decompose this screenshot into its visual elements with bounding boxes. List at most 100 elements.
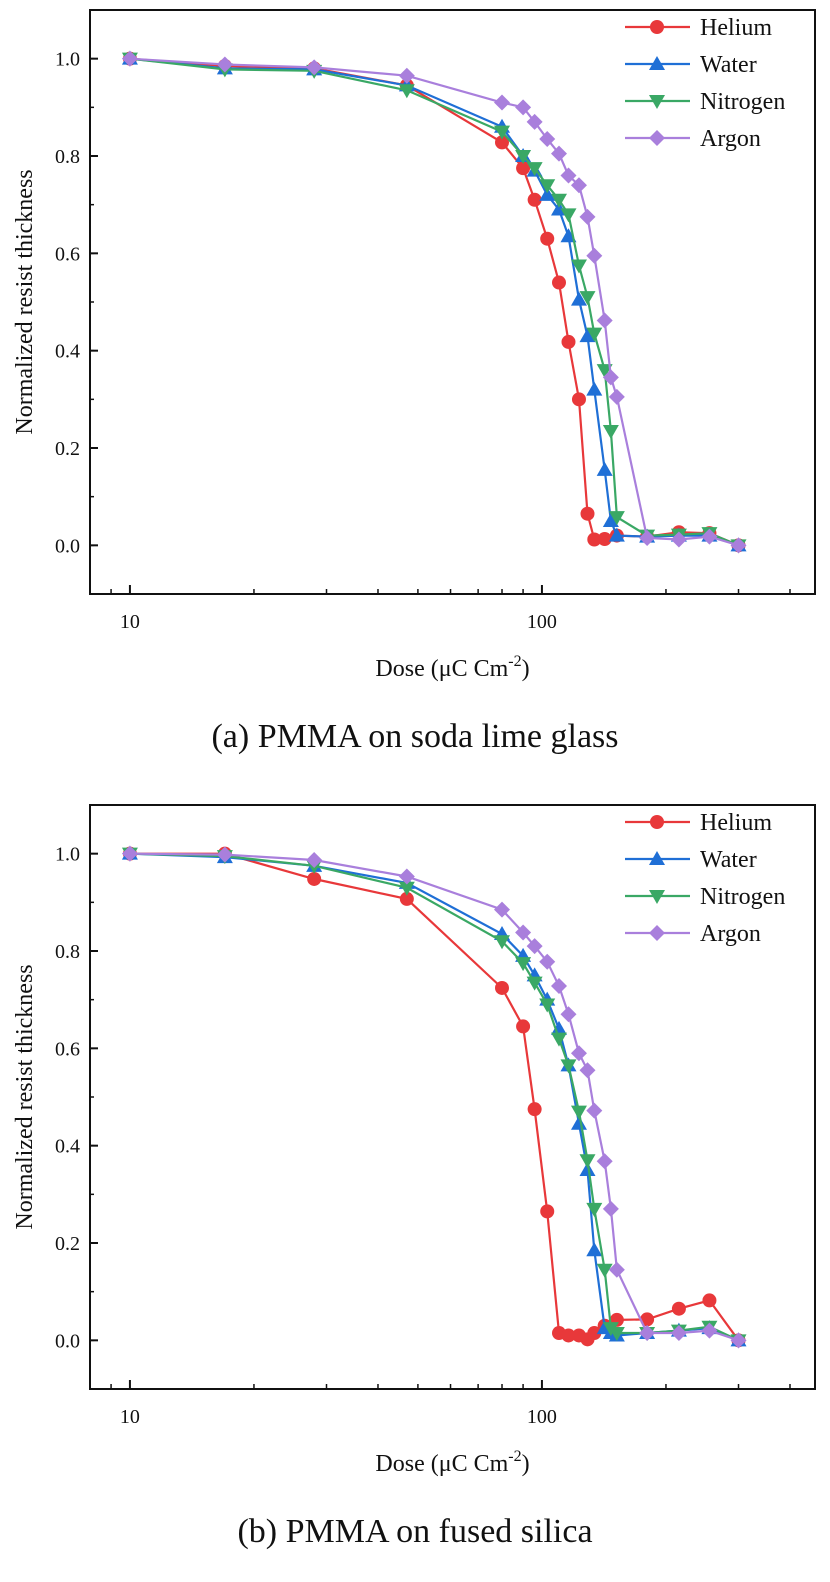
data-point-argon (579, 208, 596, 225)
data-point-nitrogen (608, 511, 625, 526)
data-point-helium (671, 1301, 686, 1316)
data-point-nitrogen (586, 327, 603, 342)
data-point-nitrogen (570, 1105, 587, 1120)
data-point-nitrogen (550, 193, 567, 208)
data-point-nitrogen (494, 125, 511, 140)
series-line-argon (129, 57, 739, 547)
data-point-argon (602, 369, 619, 386)
y-tick-label: 0.0 (55, 535, 80, 557)
data-point-argon (515, 99, 532, 116)
series-argon (121, 845, 747, 1349)
data-point-argon (121, 845, 138, 862)
x-axis-label: Dose (μC Cm-2) (375, 653, 529, 682)
legend-marker-argon (649, 130, 665, 146)
legend-marker-argon (649, 925, 665, 941)
legend-marker-water (649, 56, 665, 70)
data-point-argon (701, 528, 718, 545)
y-tick-label: 0.4 (55, 1136, 80, 1158)
x-axis-label-main: Dose (μC Cm (375, 656, 508, 682)
x-axis-label-sup: -2 (508, 1448, 521, 1465)
data-point-helium (527, 192, 542, 207)
x-tick-label: 10 (120, 611, 140, 633)
data-point-water (586, 1242, 603, 1257)
series-water (121, 845, 747, 1347)
legend: Helium Water Nitrogen Argon (625, 810, 785, 947)
data-point-argon (216, 56, 233, 73)
data-point-helium (516, 1019, 531, 1034)
data-point-helium (702, 1293, 717, 1308)
data-point-helium (527, 1102, 542, 1117)
legend: Helium Water Nitrogen Argon (625, 15, 785, 152)
data-point-argon (216, 846, 233, 863)
caption-b: (b) PMMA on fused silica (237, 1513, 593, 1550)
data-point-water (608, 527, 625, 542)
data-point-nitrogen (570, 259, 587, 274)
series-helium (122, 846, 746, 1348)
legend-marker-nitrogen (649, 890, 665, 904)
data-point-water (570, 291, 587, 306)
data-point-nitrogen (560, 208, 577, 223)
data-point-nitrogen (596, 364, 613, 379)
legend-label-nitrogen: Nitrogen (700, 884, 785, 910)
y-tick-label: 0.2 (55, 1233, 80, 1255)
data-point-nitrogen (596, 1263, 613, 1278)
data-point-helium (551, 275, 566, 290)
data-point-nitrogen (398, 84, 415, 99)
data-point-helium (587, 532, 602, 547)
x-tick-label: 10 (120, 1406, 140, 1428)
data-point-nitrogen (550, 1032, 567, 1047)
x-axis-label-sup: -2 (508, 653, 521, 670)
legend-label-nitrogen: Nitrogen (700, 89, 785, 115)
legend-marker-nitrogen (649, 95, 665, 109)
legend-label-argon: Argon (700, 126, 761, 152)
data-point-argon (515, 924, 532, 941)
data-point-argon (570, 177, 587, 194)
data-point-argon (608, 388, 625, 405)
x-tick-label: 100 (527, 611, 557, 633)
series-line-water (129, 852, 739, 1342)
data-point-argon (639, 530, 656, 547)
data-point-nitrogen (579, 291, 596, 306)
legend-marker-helium (650, 20, 664, 34)
data-point-nitrogen (515, 150, 532, 164)
series-argon (121, 50, 747, 554)
y-tick-label: 0.0 (55, 1330, 80, 1352)
data-point-argon (570, 1045, 587, 1062)
y-tick-label: 0.2 (55, 438, 80, 460)
legend-label-water: Water (700, 52, 757, 78)
x-tick-label: 100 (527, 1406, 557, 1428)
chart-a-svg: 0.0 0.2 0.4 0.6 0.8 1.0 10 100 Dose (μC Cm-2) Nor… (12, 9, 816, 682)
data-point-water (596, 461, 613, 476)
data-point-argon (526, 113, 543, 130)
caption-a: (a) PMMA on soda lime glass (211, 718, 619, 755)
data-point-nitrogen (526, 976, 543, 991)
data-point-argon (494, 901, 511, 918)
series-line-argon (129, 852, 739, 1342)
data-point-argon (539, 130, 556, 147)
data-point-argon (539, 953, 556, 970)
data-point-argon (670, 531, 687, 548)
series-nitrogen (121, 847, 747, 1349)
data-point-argon (670, 1325, 687, 1342)
data-point-helium (587, 1326, 602, 1341)
y-axis-label: Normalized resist thickness (12, 169, 38, 434)
data-point-argon (121, 50, 138, 67)
data-point-water (579, 328, 596, 343)
x-axis-label: Dose (μC Cm-2) (375, 1448, 529, 1477)
data-point-nitrogen (608, 1327, 625, 1342)
data-point-argon (306, 59, 323, 76)
data-point-water (539, 186, 556, 201)
data-point-argon (730, 537, 747, 554)
data-point-water (550, 1020, 567, 1035)
data-point-argon (398, 67, 415, 84)
series-line-helium (129, 57, 739, 547)
legend-label-argon: Argon (700, 921, 761, 947)
y-tick-label: 0.8 (55, 941, 80, 963)
data-point-argon (398, 868, 415, 885)
data-point-argon (306, 851, 323, 868)
data-point-helium (640, 1312, 655, 1327)
series-line-nitrogen (129, 852, 739, 1342)
data-point-argon (526, 938, 543, 955)
series-nitrogen (121, 52, 747, 554)
data-point-argon (701, 1322, 718, 1339)
